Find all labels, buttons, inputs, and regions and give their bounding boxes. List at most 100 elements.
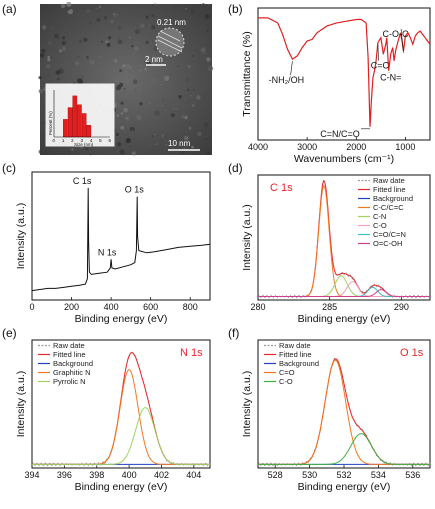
tem-grain — [77, 55, 80, 58]
plot-frame — [31, 339, 211, 469]
legend-entry: Raw date — [279, 341, 311, 350]
tem-grain — [134, 6, 137, 9]
tem-grain — [134, 88, 137, 91]
tem-grain — [202, 51, 206, 55]
tem-grain — [113, 129, 118, 133]
panel-a-tem-image: 0.21 nm 2 nm 10 nm 0 1 2 3 4 5 6 Size (nm) Perce… — [38, 1, 214, 156]
tem-grain — [38, 149, 43, 154]
tem-grain — [128, 37, 131, 39]
tem-grain — [108, 36, 112, 40]
tem-grain — [178, 95, 182, 99]
tem-grain — [71, 49, 73, 51]
tem-grain — [61, 36, 65, 40]
tem-grain — [122, 64, 126, 68]
tem-grain — [41, 48, 46, 53]
x-tick-label: 402 — [154, 470, 169, 480]
tem-grain — [151, 76, 157, 82]
x-axis-label: Binding energy (eV) — [75, 481, 168, 493]
tem-grain — [67, 151, 71, 155]
tem-grain — [61, 40, 66, 46]
histogram-tick-label: 1 — [62, 138, 65, 143]
xps-panel-title: O 1s — [400, 347, 424, 359]
tem-grain — [183, 135, 189, 141]
tem-grain — [116, 114, 119, 117]
panel-f-o1s: 528 530 532 534 536 Binding energy (eV) Intens… — [241, 339, 431, 493]
tem-grain — [136, 114, 142, 121]
survey-peak-label: C 1s — [73, 176, 92, 186]
tem-grain — [149, 145, 152, 147]
legend-entry: Raw date — [53, 341, 85, 350]
legend-entry: Fitted line — [53, 350, 86, 359]
legend-entry: Pyrrolic N — [53, 377, 86, 386]
tem-grain — [79, 39, 82, 43]
tem-grain — [206, 151, 210, 154]
tem-grain — [90, 154, 92, 156]
tem-grain — [152, 4, 154, 6]
x-tick-label: 1000 — [395, 142, 415, 152]
tem-grain — [38, 76, 42, 80]
tem-grain — [191, 54, 194, 58]
tem-grain — [51, 27, 53, 30]
tem-grain — [161, 105, 163, 107]
panel-c-letter: (c) — [2, 161, 16, 175]
histogram-bar — [72, 95, 78, 138]
tem-grain — [153, 46, 159, 52]
tem-grain — [135, 29, 140, 35]
x-tick-label: 0 — [29, 302, 34, 312]
tem-grain — [46, 64, 51, 69]
tem-grain — [53, 24, 55, 27]
tem-grain — [89, 21, 92, 24]
plot-frame — [31, 171, 211, 301]
tem-grain — [187, 65, 191, 68]
lattice-spacing-label: 0.21 nm — [157, 18, 186, 27]
tem-grain — [106, 43, 111, 47]
tem-grain — [56, 77, 60, 81]
xps-series-line — [258, 275, 430, 297]
tem-grain — [184, 77, 190, 83]
legend-entry: Fitted line — [373, 185, 406, 194]
tem-grain — [54, 33, 59, 39]
tem-grain — [60, 3, 66, 9]
tem-grain — [147, 58, 150, 62]
xps-series-line — [258, 433, 430, 465]
tem-grain — [115, 132, 119, 137]
tem-grain — [174, 6, 178, 10]
tem-grain — [190, 94, 193, 97]
tem-grain — [134, 46, 140, 51]
tem-grain — [197, 131, 202, 137]
tem-grain — [173, 107, 176, 110]
tem-grain — [176, 107, 178, 110]
x-tick-label: 534 — [371, 470, 386, 480]
histogram-bar — [81, 113, 87, 138]
legend-entry: C=O — [279, 368, 295, 377]
tem-grain — [145, 24, 148, 27]
tem-grain — [151, 25, 156, 30]
ftir-annotation-label: C=N/C=O — [320, 129, 360, 139]
panel-b-letter: (b) — [228, 2, 243, 16]
tem-grain — [113, 59, 118, 63]
tem-grain — [200, 47, 206, 53]
tem-grain — [154, 110, 160, 116]
tem-grain — [120, 112, 124, 115]
x-axis-label: Binding energy (eV) — [298, 313, 391, 325]
panel-c-survey: 0 200 400 600 800 Binding energy (eV) Intensit… — [15, 171, 211, 325]
panel-a-letter: (a) — [2, 2, 17, 16]
histogram-y-label: Percent (%) — [48, 111, 53, 135]
legend-entry: C-N — [373, 212, 386, 221]
tem-grain — [119, 69, 123, 72]
tem-grain — [203, 122, 209, 128]
legend-entry: Background — [53, 359, 93, 368]
tem-grain — [47, 55, 51, 59]
x-tick-label: 536 — [405, 470, 420, 480]
ftir-annotation-label: C-O-C — [382, 29, 408, 39]
tem-grain — [58, 52, 61, 55]
tem-grain — [206, 57, 211, 62]
tem-grain — [41, 40, 44, 42]
tem-grain — [148, 101, 151, 104]
tem-grain — [117, 37, 120, 40]
survey-peak-label: N 1s — [98, 247, 117, 257]
histogram-tick-label: 4 — [90, 138, 93, 143]
tem-grain — [68, 8, 70, 11]
tem-grain — [131, 130, 134, 133]
